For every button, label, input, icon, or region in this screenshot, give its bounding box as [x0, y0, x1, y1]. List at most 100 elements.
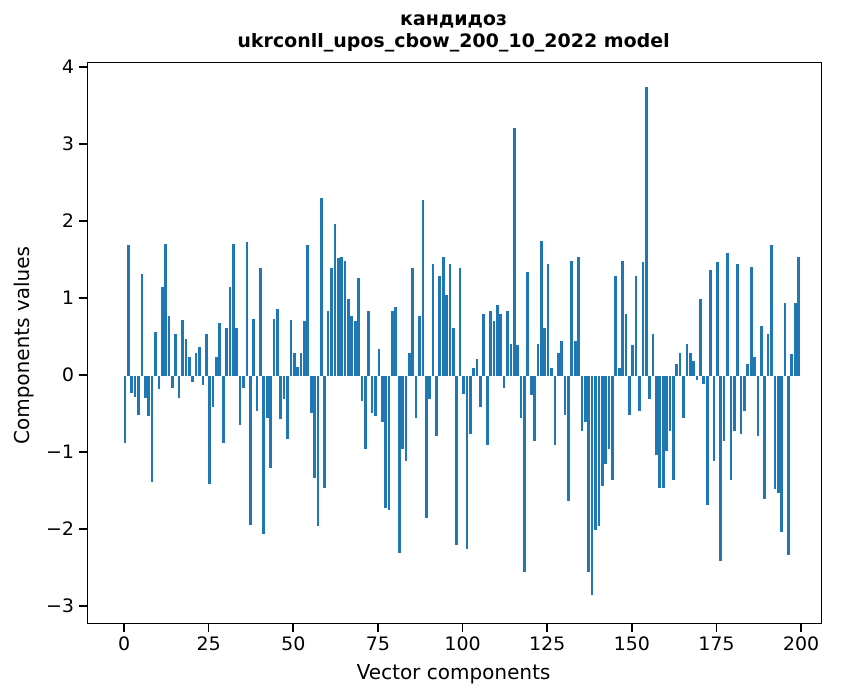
- bar: [729, 376, 733, 480]
- bar: [668, 376, 672, 432]
- bar: [299, 352, 303, 376]
- x-tick-label: 100: [444, 633, 481, 655]
- x-tick-label: 175: [698, 633, 735, 655]
- bar: [191, 376, 195, 383]
- x-tick-mark: [292, 623, 295, 632]
- bar: [225, 328, 228, 376]
- bar: [682, 376, 685, 419]
- bar: [208, 376, 211, 484]
- bar: [570, 260, 574, 376]
- bar: [326, 310, 330, 376]
- bar: [611, 376, 614, 480]
- bar: [743, 376, 746, 411]
- y-tick-mark: [79, 297, 87, 299]
- bar: [292, 352, 296, 376]
- bar: [231, 244, 235, 376]
- bar: [567, 376, 570, 501]
- bar: [692, 360, 696, 376]
- bar: [360, 376, 364, 401]
- bar: [475, 359, 479, 376]
- bar: [387, 376, 391, 510]
- bar: [695, 376, 699, 380]
- x-tick-label: 75: [365, 633, 390, 655]
- bar: [634, 275, 638, 376]
- bar: [590, 376, 594, 596]
- bar: [573, 341, 577, 376]
- bar: [702, 376, 706, 384]
- bar: [394, 306, 398, 376]
- bar: [705, 376, 709, 506]
- bar: [672, 376, 675, 480]
- bar: [282, 376, 286, 400]
- bar: [167, 315, 171, 376]
- bar: [732, 376, 736, 432]
- bar: [638, 376, 641, 411]
- bar: [242, 376, 245, 388]
- bar: [140, 274, 144, 376]
- bar: [262, 376, 266, 534]
- bar: [451, 328, 455, 376]
- bar: [204, 333, 208, 376]
- x-tick-label: 50: [281, 633, 306, 655]
- y-tick-mark: [79, 528, 87, 530]
- y-tick-mark: [79, 220, 87, 222]
- bar: [516, 345, 519, 376]
- bar: [424, 376, 428, 519]
- bar: [716, 262, 719, 376]
- bar: [577, 256, 580, 376]
- bar: [177, 376, 181, 399]
- bar: [479, 376, 482, 407]
- y-tick-label: −1: [45, 441, 74, 463]
- bar: [411, 268, 415, 376]
- y-tick-label: 4: [61, 56, 74, 78]
- bar: [215, 356, 218, 376]
- y-tick-label: −2: [45, 518, 74, 540]
- bar: [418, 315, 421, 376]
- bar: [797, 256, 800, 376]
- bar: [428, 376, 431, 400]
- bar: [546, 264, 550, 376]
- chart-title: кандидоз: [400, 8, 507, 30]
- bar: [712, 376, 716, 461]
- bar: [252, 319, 255, 376]
- bar: [624, 314, 628, 376]
- bar: [766, 333, 770, 376]
- bar: [685, 343, 689, 376]
- bar: [343, 260, 347, 376]
- x-tick-mark: [123, 623, 125, 632]
- bar: [340, 256, 343, 376]
- bar: [350, 315, 354, 376]
- bar: [431, 264, 435, 376]
- bar: [594, 376, 597, 530]
- bar: [160, 287, 164, 376]
- bar: [269, 376, 272, 469]
- bar: [482, 314, 486, 376]
- y-tick-mark: [79, 605, 87, 607]
- bar: [709, 269, 712, 376]
- bar: [296, 366, 299, 376]
- chart-title-block: кандидоз ukrconll_upos_cbow_200_10_2022 …: [87, 8, 820, 52]
- bar: [313, 376, 316, 478]
- bar: [150, 376, 154, 483]
- bar: [468, 376, 472, 434]
- bar: [699, 299, 702, 376]
- bar: [651, 333, 655, 376]
- bar: [556, 352, 560, 376]
- bar: [347, 299, 350, 376]
- bar: [221, 376, 225, 443]
- bar: [164, 243, 167, 376]
- bar: [455, 376, 459, 546]
- bar: [688, 352, 692, 376]
- x-tick-mark: [377, 623, 379, 632]
- x-tick-mark: [800, 623, 802, 632]
- bar: [201, 376, 205, 386]
- bar: [137, 376, 140, 415]
- bar: [560, 341, 563, 376]
- bar: [509, 343, 513, 376]
- chart-subtitle: ukrconll_upos_cbow_200_10_2022 model: [237, 30, 670, 52]
- bar: [272, 319, 276, 376]
- bar: [655, 376, 658, 455]
- bar: [407, 352, 411, 376]
- bar: [529, 376, 533, 396]
